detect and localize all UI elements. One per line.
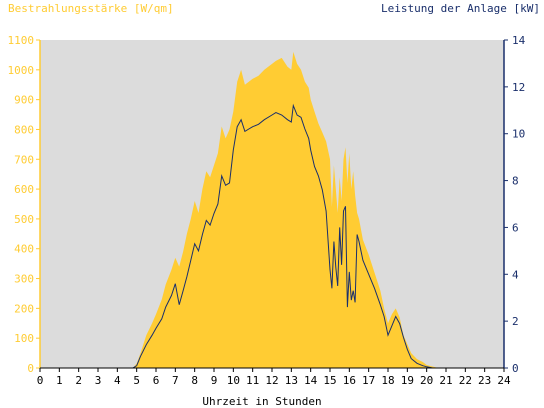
x-tick-label: 12 <box>265 374 278 387</box>
left-axis-title: Bestrahlungsstärke [W/qm] <box>8 2 174 15</box>
left-tick-label: 0 <box>27 362 34 375</box>
x-axis: 0 1 2 3 4 5 6 7 8 9 10 11 12 13 14 15 16 17 18 19 20 21 22 23 24 <box>37 367 511 387</box>
x-tick-label: 5 <box>133 374 140 387</box>
right-tick-label: 0 <box>512 362 519 375</box>
x-tick-label: 7 <box>172 374 179 387</box>
left-tick-label: 1000 <box>8 64 35 77</box>
left-tick-label: 900 <box>14 94 34 107</box>
x-tick-label: 18 <box>381 374 394 387</box>
x-tick-label: 9 <box>211 374 218 387</box>
x-tick-label: 14 <box>304 374 318 387</box>
left-tick-label: 1100 <box>8 34 35 47</box>
right-tick-label: 10 <box>512 128 525 141</box>
x-axis-title: Uhrzeit in Stunden <box>202 395 321 408</box>
left-tick-label: 800 <box>14 123 34 136</box>
x-tick-label: 19 <box>401 374 414 387</box>
x-tick-label: 1 <box>56 374 63 387</box>
x-tick-label: 4 <box>114 374 121 387</box>
x-tick-label: 11 <box>246 374 259 387</box>
left-tick-label: 500 <box>14 213 34 226</box>
right-y-axis: 0 2 4 6 8 10 12 14 <box>503 34 526 375</box>
x-tick-label: 3 <box>95 374 102 387</box>
x-tick-label: 23 <box>478 374 491 387</box>
right-tick-label: 8 <box>512 175 519 188</box>
x-tick-label: 8 <box>191 374 198 387</box>
x-tick-label: 24 <box>497 374 511 387</box>
x-tick-label: 21 <box>439 374 452 387</box>
right-tick-label: 12 <box>512 81 525 94</box>
right-tick-label: 4 <box>512 268 519 281</box>
right-tick-label: 14 <box>512 34 526 47</box>
power-line <box>40 103 504 369</box>
x-tick-label: 2 <box>75 374 82 387</box>
left-tick-label: 700 <box>14 153 34 166</box>
left-tick-label: 400 <box>14 243 34 256</box>
left-tick-label: 100 <box>14 332 34 345</box>
x-tick-label: 15 <box>323 374 336 387</box>
x-tick-label: 22 <box>459 374 472 387</box>
right-tick-label: 2 <box>512 315 519 328</box>
x-tick-label: 10 <box>227 374 240 387</box>
x-tick-label: 6 <box>153 374 160 387</box>
x-tick-label: 13 <box>285 374 298 387</box>
x-tick-label: 16 <box>343 374 356 387</box>
left-tick-label: 600 <box>14 183 34 196</box>
left-tick-label: 300 <box>14 273 34 286</box>
right-axis-title: Leistung der Anlage [kW] <box>381 2 540 15</box>
x-tick-label: 0 <box>37 374 44 387</box>
right-tick-label: 6 <box>512 221 519 234</box>
x-tick-label: 20 <box>420 374 433 387</box>
left-tick-label: 200 <box>14 302 34 315</box>
left-y-axis: 0 100 200 300 400 500 600 700 800 900 1000 1100 <box>8 34 41 375</box>
x-tick-label: 17 <box>362 374 375 387</box>
irradiance-area <box>40 51 504 369</box>
